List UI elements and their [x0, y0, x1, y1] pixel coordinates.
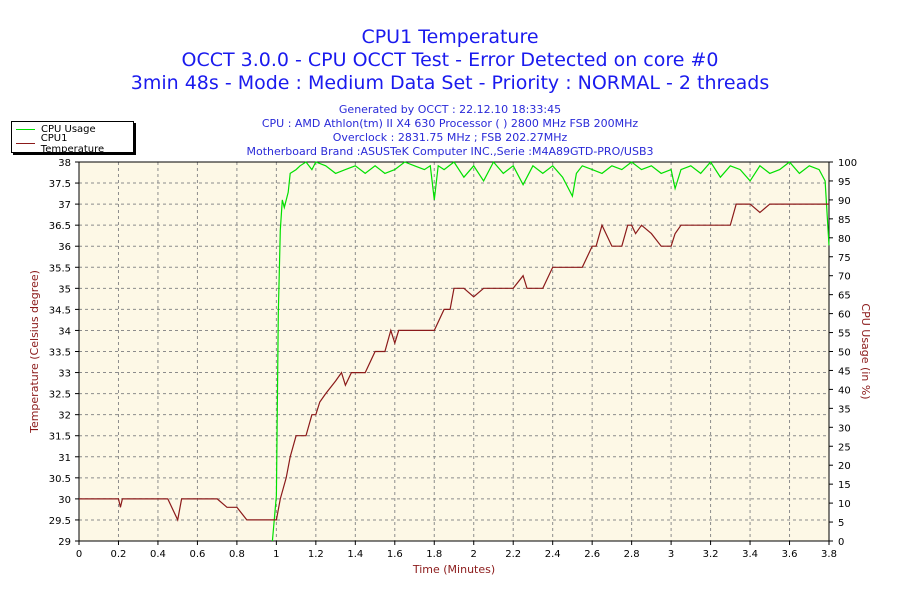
x-tick-label: 1 [273, 549, 279, 560]
x-tick-label: 0.4 [150, 549, 166, 560]
y-left-tick-label: 34.5 [49, 305, 71, 316]
y-right-tick-label: 100 [838, 158, 857, 169]
y-right-tick-label: 55 [838, 329, 851, 340]
y-right-tick-label: 85 [838, 215, 851, 226]
cpu-line: CPU : AMD Athlon(tm) II X4 630 Processor… [261, 117, 639, 130]
x-tick-label: 3.8 [821, 549, 837, 560]
legend-swatch-cpu-temperature [16, 143, 35, 144]
y-left-tick-label: 31.5 [49, 432, 71, 443]
y-left-tick-label: 35 [58, 284, 71, 295]
y-left-tick-label: 34 [58, 326, 71, 337]
y-right-tick-label: 80 [838, 234, 851, 245]
y-right-axis-title: CPU Usage (in %) [859, 303, 872, 399]
series-line-cpu-usage [271, 160, 830, 542]
overclock-line: Overclock : 2831.75 MHz ; FSB 202.27MHz [332, 131, 568, 144]
y-right-tick-label: 95 [838, 177, 851, 188]
x-axis-title: Time (Minutes) [412, 563, 495, 576]
y-left-tick-label: 29.5 [49, 516, 71, 527]
x-tick-label: 0 [76, 549, 82, 560]
y-right-tick-label: 40 [838, 385, 851, 396]
y-left-tick-label: 33 [58, 369, 71, 380]
y-right-tick-label: 30 [838, 423, 851, 434]
x-tick-label: 0.6 [189, 549, 205, 560]
y-right-tick-label: 65 [838, 291, 851, 302]
x-tick-label: 1.8 [426, 549, 442, 560]
y-left-axis-title: Temperature (Celsius degree) [28, 270, 41, 434]
y-left-tick-label: 37 [58, 200, 71, 211]
y-left-tick-label: 33.5 [49, 348, 71, 359]
x-tick-label: 3.4 [742, 549, 758, 560]
y-left-tick-label: 38 [58, 158, 71, 169]
legend-label-cpu-temperature: CPU1 Temperature [40, 132, 105, 155]
x-tick-label: 2.6 [584, 549, 600, 560]
legend-label-cpu-usage: CPU Usage [41, 124, 96, 135]
chart-title: CPU1 Temperature [361, 26, 539, 48]
y-left-tick-label: 36.5 [49, 221, 71, 232]
chart-subtitle-test: OCCT 3.0.0 - CPU OCCT Test - Error Detec… [181, 49, 719, 71]
x-tick-label: 1.4 [347, 549, 363, 560]
motherboard-line: Motherboard Brand :ASUSTeK Computer INC.… [246, 145, 654, 158]
y-left-tick-label: 31 [58, 453, 71, 464]
x-tick-label: 2.4 [545, 549, 561, 560]
x-tick-label: 3 [668, 549, 674, 560]
y-left-tick-label: 37.5 [49, 179, 71, 190]
y-right-tick-label: 5 [838, 518, 844, 529]
y-right-tick-label: 70 [838, 272, 851, 283]
x-tick-label: 2.8 [624, 549, 640, 560]
system-info: Generated by OCCT : 22.12.10 18:33:45 CP… [0, 103, 900, 159]
y-right-tick-label: 10 [838, 499, 851, 510]
y-right-tick-label: 45 [838, 366, 851, 377]
y-right-tick-label: 75 [838, 253, 851, 264]
y-left-tick-label: 36 [58, 242, 71, 253]
legend-item-cpu-usage: CPU Usage [16, 123, 96, 136]
generated-line: Generated by OCCT : 22.12.10 18:33:45 [338, 103, 562, 116]
y-left-tick-label: 32.5 [49, 390, 71, 401]
y-right-tick-label: 15 [838, 480, 851, 491]
x-tick-label: 1.6 [387, 549, 403, 560]
chart-legend: CPU Usage CPU1 Temperature [11, 121, 134, 155]
y-left-tick-label: 30.5 [49, 474, 71, 485]
series-line-cpu-temperature [79, 203, 829, 522]
y-right-tick-label: 20 [838, 461, 851, 472]
x-tick-label: 2 [471, 549, 477, 560]
chart-titles: CPU1 Temperature OCCT 3.0.0 - CPU OCCT T… [0, 26, 900, 95]
y-left-tick-label: 32 [58, 411, 71, 422]
y-left-tick-label: 30 [58, 495, 71, 506]
legend-swatch-cpu-usage [16, 129, 35, 130]
x-tick-label: 0.8 [229, 549, 245, 560]
y-right-tick-label: 50 [838, 348, 851, 359]
y-right-tick-label: 35 [838, 404, 851, 415]
y-right-tick-label: 90 [838, 196, 851, 207]
legend-item-cpu-temperature: CPU1 Temperature [16, 133, 133, 155]
y-left-tick-label: 35.5 [49, 263, 71, 274]
x-tick-label: 3.6 [782, 549, 798, 560]
x-tick-label: 0.2 [111, 549, 127, 560]
x-tick-label: 2.2 [505, 549, 521, 560]
y-right-tick-label: 25 [838, 442, 851, 453]
x-tick-label: 1.2 [308, 549, 324, 560]
y-right-tick-label: 60 [838, 310, 851, 321]
x-tick-label: 3.2 [703, 549, 719, 560]
chart-subtitle-mode: 3min 48s - Mode : Medium Data Set - Prio… [130, 72, 770, 94]
y-right-tick-label: 0 [838, 537, 844, 548]
y-left-tick-label: 29 [58, 537, 71, 548]
